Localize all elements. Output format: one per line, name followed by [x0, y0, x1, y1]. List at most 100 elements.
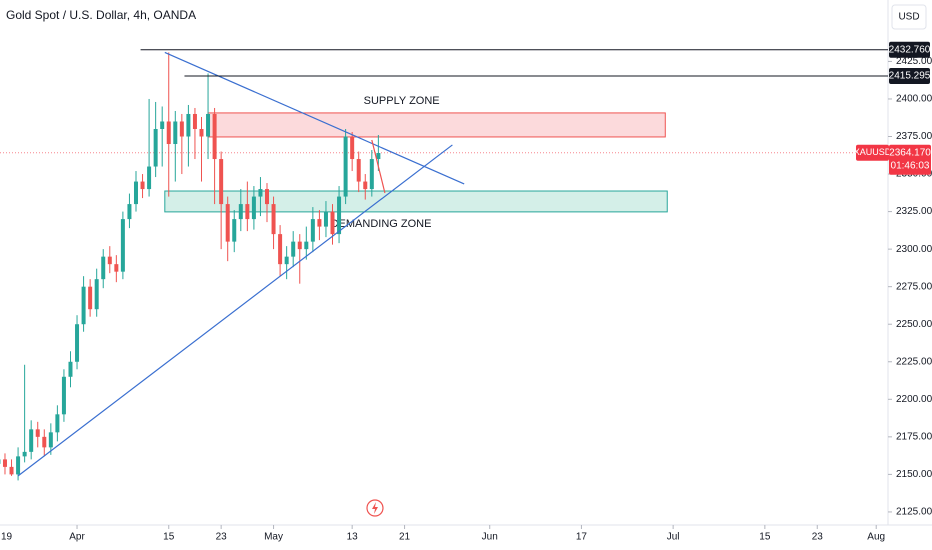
candle-body [219, 159, 224, 205]
candle-body [48, 432, 53, 448]
y-tick-label: 2325.000 [896, 206, 932, 217]
x-tick-label: 23 [812, 532, 824, 543]
zone [164, 190, 668, 213]
candle-body [133, 181, 138, 205]
candle-body [29, 429, 34, 452]
events-icon-bolt [372, 502, 378, 514]
level-label: 2415.295 [889, 71, 931, 82]
candle-body [120, 219, 125, 272]
x-tick-label: Jul [667, 532, 680, 543]
candle-body [251, 196, 256, 220]
y-tick-label: 2125.000 [896, 507, 932, 518]
candle-body [160, 121, 165, 129]
y-tick-label: 2175.000 [896, 431, 932, 442]
trendline [17, 144, 453, 477]
candle-body [323, 211, 328, 227]
x-tick-label: 23 [216, 532, 228, 543]
zone-label: SUPPLY ZONE [364, 95, 440, 107]
candle-body [75, 324, 80, 362]
candle-body [317, 219, 322, 227]
y-tick-label: 2400.000 [896, 94, 932, 105]
candle-body [337, 196, 342, 235]
candle-body [35, 429, 40, 437]
candle-body [147, 166, 152, 190]
candle-body [369, 159, 374, 190]
trendline [371, 139, 386, 194]
level-label-box [889, 41, 930, 58]
candle-body [101, 256, 106, 280]
candle-body [258, 189, 263, 197]
candle-body [330, 211, 335, 235]
level-label-box [889, 67, 930, 84]
candle-body [278, 234, 283, 265]
y-tick-label: 2375.000 [896, 131, 932, 142]
x-tick-label: 13 [347, 532, 359, 543]
chart-title: Gold Spot / U.S. Dollar, 4h, OANDA [6, 8, 196, 22]
candle-body [245, 204, 250, 220]
x-tick-label: 17 [576, 532, 588, 543]
current-price-box [889, 144, 931, 175]
candle-body [61, 376, 66, 415]
candle-body [297, 241, 302, 250]
y-tick-label: 2225.000 [896, 356, 932, 367]
candle-body [127, 204, 132, 220]
candle-body [271, 204, 276, 235]
candle-body [186, 113, 191, 137]
currency-button[interactable] [891, 4, 927, 30]
trendline [164, 51, 465, 185]
countdown: 01:46:03 [891, 160, 930, 171]
y-tick-label: 2150.000 [896, 469, 932, 480]
candle-body [94, 279, 99, 310]
x-tick-label: 21 [399, 532, 411, 543]
candle-body [265, 189, 270, 205]
candle-body [356, 159, 361, 182]
candle-body [304, 241, 309, 250]
candle-body [291, 241, 296, 257]
candle-body [225, 204, 230, 242]
candle-body [22, 451, 27, 457]
candle-body [179, 121, 184, 137]
axes: 2125.000 2150.000 2175.000 2200.000 2225.000… [1, 41, 932, 543]
x-tick-label: Apr [69, 532, 85, 543]
current-price-label: 2364.170 [889, 147, 931, 158]
candle-body [55, 414, 60, 433]
y-tick-label: 2275.000 [896, 281, 932, 292]
candle-body [376, 153, 381, 160]
symbol-label-box [856, 144, 889, 161]
candle-body [173, 121, 178, 145]
y-tick-label: 2250.000 [896, 319, 932, 330]
candle-body [206, 113, 211, 137]
candle-body [42, 436, 47, 448]
candle-body [284, 256, 289, 265]
plot-area: SUPPLY ZONE DEMANDING ZONE [0, 49, 888, 481]
candle-body [350, 136, 355, 160]
candle-body [2, 459, 7, 467]
y-tick-label: 2200.000 [896, 394, 932, 405]
x-tick-label: Jun [482, 532, 498, 543]
candle-body [9, 466, 14, 475]
y-tick-label: 2300.000 [896, 244, 932, 255]
candle-body [114, 264, 119, 272]
candle-body [16, 456, 21, 475]
level-label: 2432.760 [889, 44, 931, 55]
candle-body [81, 286, 86, 325]
candle-body [343, 136, 348, 197]
candle-body [140, 181, 145, 190]
x-tick-label: 15 [163, 532, 175, 543]
symbol-label: XAUUSD [854, 147, 892, 157]
x-tick-label: 15 [759, 532, 771, 543]
x-tick-label: May [264, 532, 283, 543]
candle-body [363, 181, 368, 190]
candle-body [310, 219, 315, 242]
candle-body [238, 204, 243, 220]
candle-body [199, 128, 204, 137]
currency[interactable]: USD [898, 12, 919, 23]
candle-body [88, 286, 93, 310]
candle-body [212, 113, 217, 160]
candle-body [107, 256, 112, 265]
y-tick-label: 2425.000 [896, 56, 932, 67]
candle-body [232, 219, 237, 242]
candle-body [192, 113, 197, 129]
